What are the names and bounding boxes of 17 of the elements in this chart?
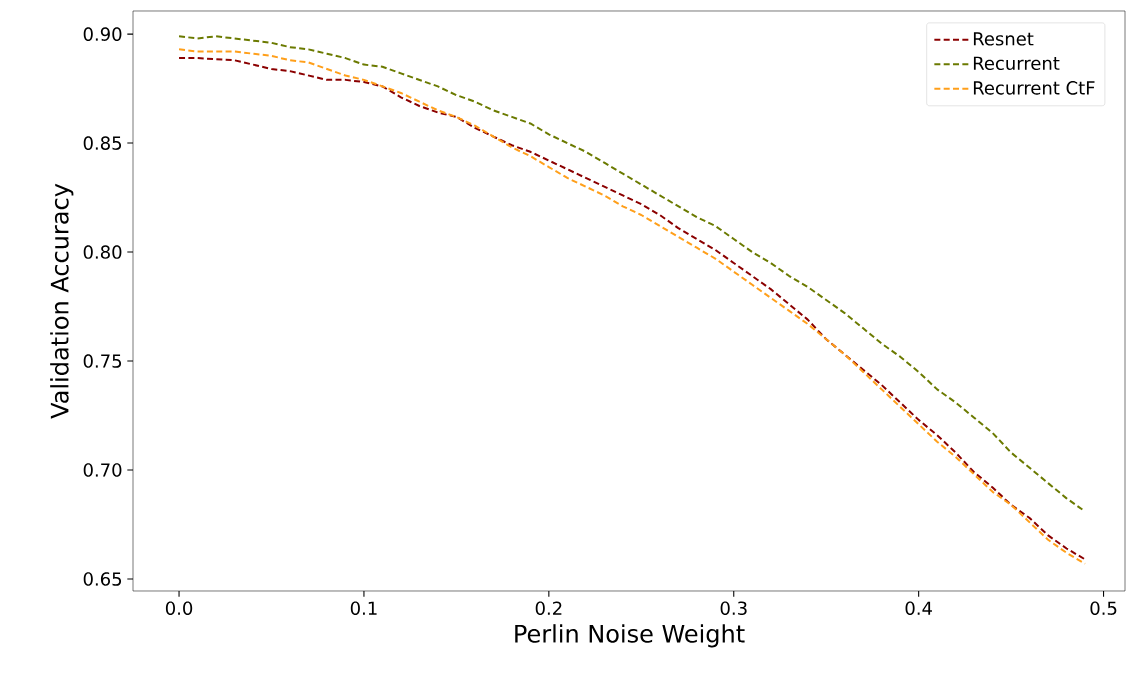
x-tick-label: 0.5 <box>1090 601 1117 616</box>
y-axis-title: Validation Accuracy <box>50 183 74 419</box>
x-tick-label: 0.1 <box>350 601 377 616</box>
x-tick-label: 0.0 <box>165 601 193 616</box>
legend-label: Recurrent <box>973 56 1060 71</box>
y-tick-label: 0.65 <box>83 572 122 586</box>
legend-label: Recurrent CtF <box>973 81 1095 95</box>
x-tick-label: 0.4 <box>905 601 932 616</box>
y-tick-label: 0.75 <box>83 354 122 368</box>
legend-label: Resnet <box>973 32 1034 46</box>
x-axis-title: Perlin Noise Weight <box>515 624 745 648</box>
y-tick-label: 0.85 <box>83 136 122 150</box>
x-tick-label: 0.3 <box>720 601 747 616</box>
y-tick-label: 0.70 <box>83 463 122 477</box>
x-tick-label: 0.2 <box>535 601 562 616</box>
y-tick-label: 0.90 <box>83 27 122 41</box>
y-tick-label: 0.80 <box>83 245 122 259</box>
